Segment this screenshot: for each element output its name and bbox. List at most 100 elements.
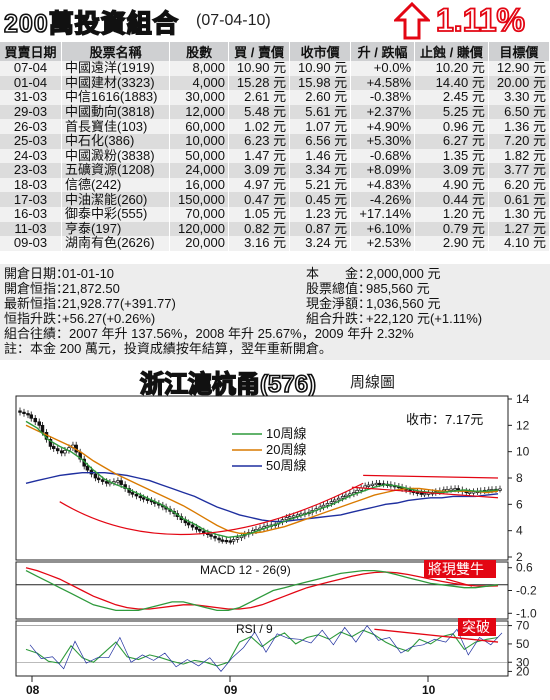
ma50-line [25,472,499,523]
candle-body [85,465,90,471]
table-row: 16-03 御泰中彩(555) 70,000 1.05 元 1.23 元 +17.14% 1… [0,207,550,222]
table-cell: 信德(242) [61,178,171,193]
table-cell: 中信1616(1883) [61,90,171,105]
rsi-title: RSI / 9 [236,622,273,636]
column-header: 股數 [169,42,229,61]
table-cell: 3.77 元 [488,163,550,178]
table-cell: 首長寶佳(103) [61,119,171,134]
table-cell: 09-03 [0,236,62,251]
table-cell: 24,000 [169,163,229,178]
candle-body [453,488,457,491]
table-cell: 0.79 元 [414,222,489,237]
summary-capital: 本 金：2,000,000 元 [306,266,441,281]
rsi-tick-label: 70 [516,619,530,633]
candle-body [59,450,64,454]
rsi-tick-label: 20 [516,664,530,678]
table-cell: 12.90 元 [488,61,550,76]
table-cell: 6.27 元 [414,134,489,149]
candle-body [202,530,206,534]
candle-body [344,494,348,497]
table-cell: 26-03 [0,119,62,134]
column-header: 買賣日期 [0,42,62,61]
table-cell: 15.98 元 [289,76,352,91]
ma20-line [25,424,499,534]
table-cell: 07-04 [0,61,62,76]
table-cell: 1.36 元 [488,119,550,134]
table-cell: -4.26% [350,192,416,207]
macd-dif-line [25,569,499,612]
table-cell: -0.68% [350,149,416,164]
rsi-label-bg [458,618,496,636]
candle-body [231,539,236,542]
portfolio-table: 買賣日期 股票名稱 股數買 / 賣價 收市價升 / 跌幅 止蝕 / 賺價 目標價 07-0… [0,42,550,251]
column-header: 收市價 [289,42,352,61]
table-cell: 3.30 元 [488,90,550,105]
candle-body [374,482,379,486]
table-row: 31-03 中信1616(1883) 30,000 2.61 元 2.60 元 -0.38… [0,90,550,105]
table-cell: 70,000 [169,207,229,222]
resistance-line [363,474,499,479]
candle-body [26,413,30,416]
chart-title: 浙江滬杭甬(576) [139,370,317,399]
price-tick-label: 6 [516,497,523,511]
candle-body [22,411,26,415]
table-cell: 1.47 元 [228,149,291,164]
candle-body [194,526,199,530]
table-cell: 5.61 元 [289,105,352,120]
candle-body [467,491,472,494]
candle-body [55,448,60,452]
table-cell: +17.14% [350,207,416,222]
table-cell: +6.10% [350,222,416,237]
table-cell: 中國遠洋(1919) [61,61,171,76]
candle-body [33,417,37,423]
table-cell: 4.90 元 [414,178,489,193]
up-arrow-icon [394,2,430,40]
table-row: 17-03 中油潔能(260) 150,000 0.47 元 0.45 元 -4.26% 0… [0,192,550,207]
table-cell: 16-03 [0,207,62,222]
table-cell: 3.16 元 [228,236,291,251]
candle-body [63,449,67,454]
table-cell: 17-03 [0,192,62,207]
price-tick-label: 8 [516,471,523,485]
x-tick-label: 08 [26,683,40,697]
table-cell: 中油潔能(260) [61,192,171,207]
column-header: 目標價 [488,42,550,61]
candle-body [40,424,45,433]
macd-tick-label: 0.6 [516,561,533,575]
candle-body [366,484,371,487]
table-cell: +2.53% [350,236,416,251]
candle-body [422,493,427,496]
table-cell: +5.30% [350,134,416,149]
price-tick-label: 4 [516,524,523,538]
price-tick-label: 2 [516,550,523,564]
table-cell: 6.23 元 [228,134,291,149]
candle-body [93,473,98,479]
table-cell: 5.48 元 [228,105,291,120]
table-cell: 1.82 元 [488,149,550,164]
candle-body [449,488,453,491]
close-label-bg [404,410,496,428]
table-cell: +2.37% [350,105,416,120]
price-tick-label: 12 [516,418,530,432]
table-cell: 1.23 元 [289,207,352,222]
rsi-detail-line [29,625,503,672]
table-cell: +8.09% [350,163,416,178]
table-cell: 20,000 [169,236,229,251]
table-row: 09-03 湖南有色(2626) 20,000 3.16 元 3.24 元 +2.53% 2… [0,236,550,251]
x-tick-label: 10 [422,683,436,697]
summary-open-index: 開倉恒指：21,872.50 [4,281,120,296]
candle-body [284,517,289,521]
table-cell: 0.61 元 [488,192,550,207]
table-cell: 23-03 [0,163,62,178]
table-row: 25-03 中石化(386) 10,000 6.23 元 6.56 元 +5.30% 6.2… [0,134,550,149]
summary-record: 組合往績：2007 年升 137.56%，2008 年升 25.67%，2009… [4,326,414,341]
table-cell: 29-03 [0,105,62,120]
candle-body [370,483,375,486]
price-tick-label: 10 [516,445,530,459]
macd-title: MACD 12 - 26(9) [200,563,291,577]
table-cell: 6.56 元 [289,134,352,149]
table-cell: 8,000 [169,61,229,76]
candle-body [228,540,233,543]
table-body: 07-04 中國遠洋(1919) 8,000 10.90 元 10.90 元 +0.0% 1… [0,61,550,251]
candle-body [141,497,146,500]
